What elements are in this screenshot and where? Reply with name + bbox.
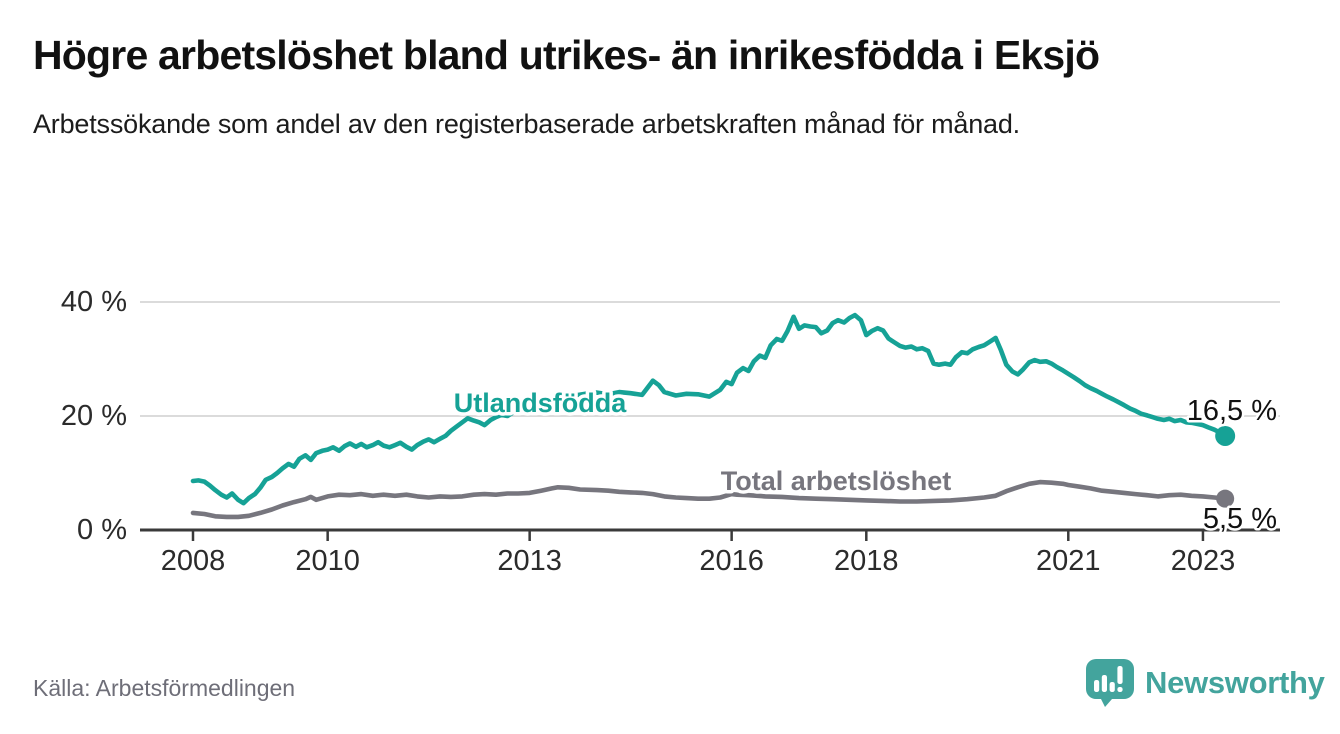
chart-subtitle: Arbetssökande som andel av den registerb… bbox=[33, 109, 1020, 139]
x-tick-label: 2021 bbox=[1036, 545, 1101, 577]
chart-labels: Utlandsfödda Total arbetslöshet 16,5 % 5,5 … bbox=[450, 385, 1279, 538]
series-line-utlandsfodda bbox=[190, 312, 1228, 506]
newsworthy-wordmark: Newsworthy bbox=[1145, 665, 1325, 700]
bar-chart-glyph bbox=[1094, 666, 1123, 692]
series-endpoint-dot bbox=[1215, 425, 1236, 446]
series-line-total bbox=[190, 479, 1228, 520]
series-endpoint-dot bbox=[1216, 489, 1235, 508]
y-tick-label: 0 % bbox=[77, 514, 127, 546]
x-tick-label: 2010 bbox=[295, 545, 360, 577]
series-label-utlandsfodda: Utlandsfödda bbox=[454, 388, 627, 418]
newsworthy-logo-icon bbox=[1086, 659, 1134, 707]
x-tick-label: 2016 bbox=[699, 545, 764, 577]
source-text: Källa: Arbetsförmedlingen bbox=[33, 675, 296, 701]
exclamation-dot bbox=[1117, 687, 1123, 692]
x-axis: 2008 2010 2013 2016 2018 2021 2023 bbox=[140, 528, 1280, 577]
line-chart: 0 % 20 % 40 % 2008 2010 2013 2016 2018 2021 2023… bbox=[0, 270, 1340, 600]
series-label-total-arbetsloshet: Total arbetslöshet bbox=[721, 466, 952, 496]
newsworthy-logo: Newsworthy bbox=[1085, 658, 1325, 708]
value-label-total-arbetsloshet: 5,5 % bbox=[1203, 503, 1277, 535]
exclamation-bar bbox=[1117, 666, 1123, 684]
x-tick-label: 2023 bbox=[1171, 545, 1236, 577]
speech-bubble-shape bbox=[1086, 659, 1134, 707]
x-tick-label: 2013 bbox=[497, 545, 562, 577]
x-tick-label: 2008 bbox=[161, 545, 226, 577]
y-tick-label: 40 % bbox=[61, 286, 127, 318]
gridlines: 0 % 20 % 40 % bbox=[61, 286, 1280, 546]
value-label-utlandsfodda: 16,5 % bbox=[1187, 395, 1277, 427]
chart-title: Högre arbetslöshet bland utrikes- än inr… bbox=[33, 32, 1100, 78]
series-lines bbox=[190, 312, 1236, 520]
y-tick-label: 20 % bbox=[61, 400, 127, 432]
x-tick-label: 2018 bbox=[834, 545, 899, 577]
chart-header: Högre arbetslöshet bland utrikes- än inr… bbox=[33, 30, 1283, 143]
line-chart-canvas: 0 % 20 % 40 % 2008 2010 2013 2016 2018 2021 2023… bbox=[61, 286, 1280, 577]
chart-footer: Källa: Arbetsförmedlingen Newsworthy bbox=[0, 630, 1340, 734]
